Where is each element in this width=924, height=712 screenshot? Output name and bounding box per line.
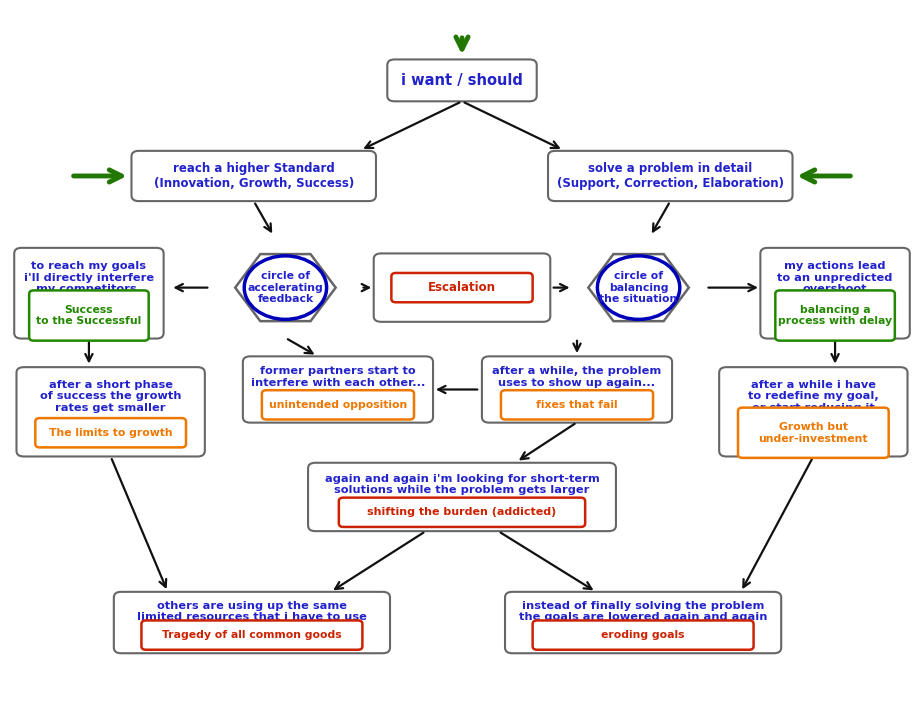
- FancyBboxPatch shape: [719, 367, 907, 456]
- Text: solve a problem in detail
(Support, Correction, Elaboration): solve a problem in detail (Support, Corr…: [557, 162, 784, 190]
- Text: others are using up the same
limited resources that i have to use: others are using up the same limited res…: [137, 601, 367, 622]
- FancyBboxPatch shape: [532, 620, 754, 650]
- Text: unintended opposition: unintended opposition: [269, 400, 407, 410]
- FancyBboxPatch shape: [114, 592, 390, 653]
- Circle shape: [244, 256, 326, 320]
- Text: my doings are
provoking others...: my doings are provoking others...: [398, 273, 526, 302]
- FancyBboxPatch shape: [482, 356, 672, 423]
- Polygon shape: [236, 254, 335, 321]
- Text: eroding goals: eroding goals: [602, 630, 685, 640]
- FancyBboxPatch shape: [17, 367, 205, 456]
- Text: after a while, the problem
uses to show up again...: after a while, the problem uses to show …: [492, 366, 662, 388]
- FancyBboxPatch shape: [373, 253, 551, 322]
- FancyBboxPatch shape: [339, 498, 585, 527]
- FancyBboxPatch shape: [308, 463, 616, 531]
- Polygon shape: [589, 254, 688, 321]
- Text: to reach my goals
i'll directly interfere
my competitors.: to reach my goals i'll directly interfer…: [24, 261, 154, 295]
- Text: former partners start to
interfere with each other...: former partners start to interfere with …: [250, 366, 425, 388]
- FancyBboxPatch shape: [548, 151, 793, 201]
- Text: The limits to growth: The limits to growth: [49, 428, 173, 438]
- Text: i want / should: i want / should: [401, 73, 523, 88]
- Text: circle of
balancing
the situation: circle of balancing the situation: [600, 271, 677, 304]
- Text: Escalation: Escalation: [428, 281, 496, 294]
- Text: Growth but
under-investment: Growth but under-investment: [759, 422, 868, 444]
- Circle shape: [598, 256, 680, 320]
- FancyBboxPatch shape: [501, 390, 653, 419]
- Text: shifting the burden (addicted): shifting the burden (addicted): [368, 507, 556, 518]
- Text: Success
to the Successful: Success to the Successful: [36, 305, 141, 326]
- FancyBboxPatch shape: [14, 248, 164, 339]
- Text: again and again i'm looking for short-term
solutions while the problem gets larg: again and again i'm looking for short-te…: [324, 473, 600, 495]
- FancyBboxPatch shape: [30, 290, 149, 340]
- FancyBboxPatch shape: [392, 273, 532, 303]
- FancyBboxPatch shape: [243, 356, 433, 423]
- Text: balancing a
process with delay: balancing a process with delay: [778, 305, 893, 326]
- FancyBboxPatch shape: [141, 620, 362, 650]
- Text: instead of finally solving the problem
the goals are lowered again and again: instead of finally solving the problem t…: [519, 601, 767, 622]
- Text: reach a higher Standard
(Innovation, Growth, Success): reach a higher Standard (Innovation, Gro…: [153, 162, 354, 190]
- FancyBboxPatch shape: [131, 151, 376, 201]
- FancyBboxPatch shape: [760, 248, 910, 339]
- FancyBboxPatch shape: [35, 418, 186, 447]
- FancyBboxPatch shape: [738, 408, 889, 458]
- Text: after a while i have
to redefine my goal,
or start reducing it: after a while i have to redefine my goal…: [748, 380, 879, 413]
- Text: after a short phase
of success the growth
rates get smaller: after a short phase of success the growt…: [40, 380, 181, 413]
- FancyBboxPatch shape: [505, 592, 781, 653]
- Text: Tragedy of all common goods: Tragedy of all common goods: [162, 630, 342, 640]
- Text: circle of
accelerating
feedback: circle of accelerating feedback: [248, 271, 323, 304]
- Text: fixes that fail: fixes that fail: [536, 400, 618, 410]
- FancyBboxPatch shape: [261, 390, 414, 419]
- Text: my actions lead
to an unpredicted
overshoot: my actions lead to an unpredicted oversh…: [777, 261, 893, 295]
- FancyBboxPatch shape: [775, 290, 894, 340]
- FancyBboxPatch shape: [387, 60, 537, 101]
